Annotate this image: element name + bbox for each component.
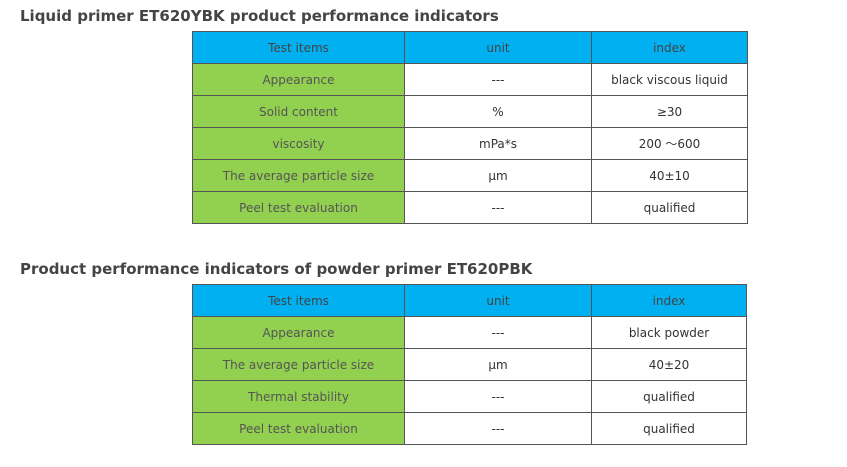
test-item-cell: Appearance xyxy=(192,316,405,349)
table-row: The average particle size μm 40±10 xyxy=(192,159,748,192)
test-item-cell: Peel test evaluation xyxy=(192,412,405,445)
table-row: Peel test evaluation --- qualified xyxy=(192,191,748,224)
table-row: Solid content % ≥30 xyxy=(192,95,748,128)
unit-cell: μm xyxy=(404,348,592,381)
section-title-powder-primer: Product performance indicators of powder… xyxy=(20,260,533,278)
index-cell: 40±10 xyxy=(591,159,748,192)
index-cell: qualified xyxy=(591,191,748,224)
index-cell: black viscous liquid xyxy=(591,63,748,96)
test-item-cell: Peel test evaluation xyxy=(192,191,405,224)
index-cell: 40±20 xyxy=(591,348,747,381)
unit-cell: --- xyxy=(404,412,592,445)
test-item-cell: Thermal stability xyxy=(192,380,405,413)
section-title-liquid-primer: Liquid primer ET620YBK product performan… xyxy=(20,7,499,25)
table-row: Thermal stability --- qualified xyxy=(192,380,747,413)
test-item-cell: viscosity xyxy=(192,127,405,160)
column-header-index: index xyxy=(591,284,747,317)
unit-cell: mPa*s xyxy=(404,127,592,160)
column-header-index: index xyxy=(591,31,748,64)
test-item-cell: The average particle size xyxy=(192,348,405,381)
table-row: Peel test evaluation --- qualified xyxy=(192,412,747,445)
test-item-cell: Solid content xyxy=(192,95,405,128)
table-row: viscosity mPa*s 200 ～600 xyxy=(192,127,748,160)
table-row: Appearance --- black powder xyxy=(192,316,747,349)
powder-primer-spec-table: Test items unit index Appearance --- bla… xyxy=(192,284,747,445)
column-header-unit: unit xyxy=(404,284,592,317)
unit-cell: --- xyxy=(404,380,592,413)
test-item-cell: The average particle size xyxy=(192,159,405,192)
table-header-row: Test items unit index xyxy=(192,284,747,317)
index-cell: black powder xyxy=(591,316,747,349)
unit-cell: % xyxy=(404,95,592,128)
index-cell: qualified xyxy=(591,380,747,413)
index-cell: qualified xyxy=(591,412,747,445)
unit-cell: --- xyxy=(404,191,592,224)
table-row: The average particle size μm 40±20 xyxy=(192,348,747,381)
test-item-cell: Appearance xyxy=(192,63,405,96)
table-row: Appearance --- black viscous liquid xyxy=(192,63,748,96)
column-header-unit: unit xyxy=(404,31,592,64)
unit-cell: μm xyxy=(404,159,592,192)
unit-cell: --- xyxy=(404,63,592,96)
index-cell: ≥30 xyxy=(591,95,748,128)
index-cell: 200 ～600 xyxy=(591,127,748,160)
liquid-primer-spec-table: Test items unit index Appearance --- bla… xyxy=(192,31,748,224)
table-header-row: Test items unit index xyxy=(192,31,748,64)
unit-cell: --- xyxy=(404,316,592,349)
column-header-test-items: Test items xyxy=(192,284,405,317)
column-header-test-items: Test items xyxy=(192,31,405,64)
